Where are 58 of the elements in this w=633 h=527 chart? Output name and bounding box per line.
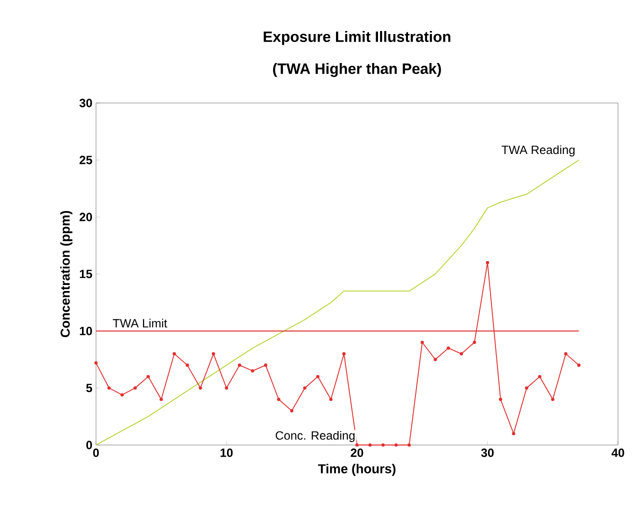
chart-title: Exposure Limit Illustration bbox=[264, 31, 450, 45]
point bbox=[551, 398, 554, 402]
point bbox=[512, 432, 516, 436]
point bbox=[107, 386, 111, 390]
x-tick-label: 10 bbox=[220, 448, 233, 457]
point bbox=[434, 358, 437, 362]
point bbox=[94, 361, 98, 365]
point bbox=[250, 369, 254, 373]
point bbox=[146, 374, 150, 378]
point bbox=[498, 398, 502, 402]
point bbox=[486, 260, 490, 264]
point bbox=[472, 340, 476, 344]
y-tick-label: 20 bbox=[80, 212, 92, 222]
x-tick-label: 0 bbox=[93, 448, 99, 457]
point bbox=[198, 386, 202, 390]
point bbox=[264, 364, 268, 367]
series-label: TWA Reading bbox=[502, 145, 575, 156]
point bbox=[303, 386, 306, 390]
chart-subtitle: (TWA Higher than Peak) bbox=[273, 62, 441, 77]
point bbox=[160, 398, 163, 402]
point bbox=[224, 386, 228, 390]
point bbox=[408, 443, 411, 447]
line-series bbox=[96, 160, 580, 446]
point bbox=[446, 346, 450, 350]
point bbox=[368, 443, 372, 447]
y-tick-label: 15 bbox=[80, 270, 92, 278]
x-tick-label: 20 bbox=[350, 448, 364, 457]
point bbox=[186, 364, 189, 367]
point bbox=[316, 374, 320, 378]
point bbox=[342, 352, 346, 356]
x-axis-title: Time (hours) bbox=[318, 464, 396, 476]
point bbox=[212, 352, 216, 356]
point bbox=[355, 443, 359, 447]
point bbox=[238, 364, 242, 367]
point bbox=[277, 398, 280, 402]
point bbox=[525, 386, 528, 390]
point bbox=[381, 443, 385, 447]
point bbox=[120, 393, 124, 396]
y-tick-label: 5 bbox=[86, 384, 92, 392]
y-tick-label: 10 bbox=[80, 326, 92, 336]
point bbox=[577, 364, 580, 367]
point bbox=[564, 352, 568, 356]
point bbox=[329, 398, 333, 402]
y-tick-label: 0 bbox=[86, 440, 92, 450]
point bbox=[538, 374, 542, 378]
point bbox=[290, 409, 294, 412]
series-label: Conc. Reading bbox=[276, 430, 355, 442]
x-tick-label: 30 bbox=[481, 448, 494, 458]
point bbox=[134, 386, 137, 390]
point bbox=[394, 443, 398, 447]
y-tick-label: 30 bbox=[79, 98, 92, 108]
x-tick-label: 40 bbox=[612, 448, 624, 457]
point bbox=[460, 352, 464, 356]
y-tick-label: 25 bbox=[80, 156, 92, 164]
y-axis-title: Concentration (ppm) bbox=[60, 210, 72, 338]
point bbox=[420, 340, 424, 344]
point bbox=[172, 352, 176, 356]
ref-line-label: TWA Limit bbox=[112, 318, 168, 328]
